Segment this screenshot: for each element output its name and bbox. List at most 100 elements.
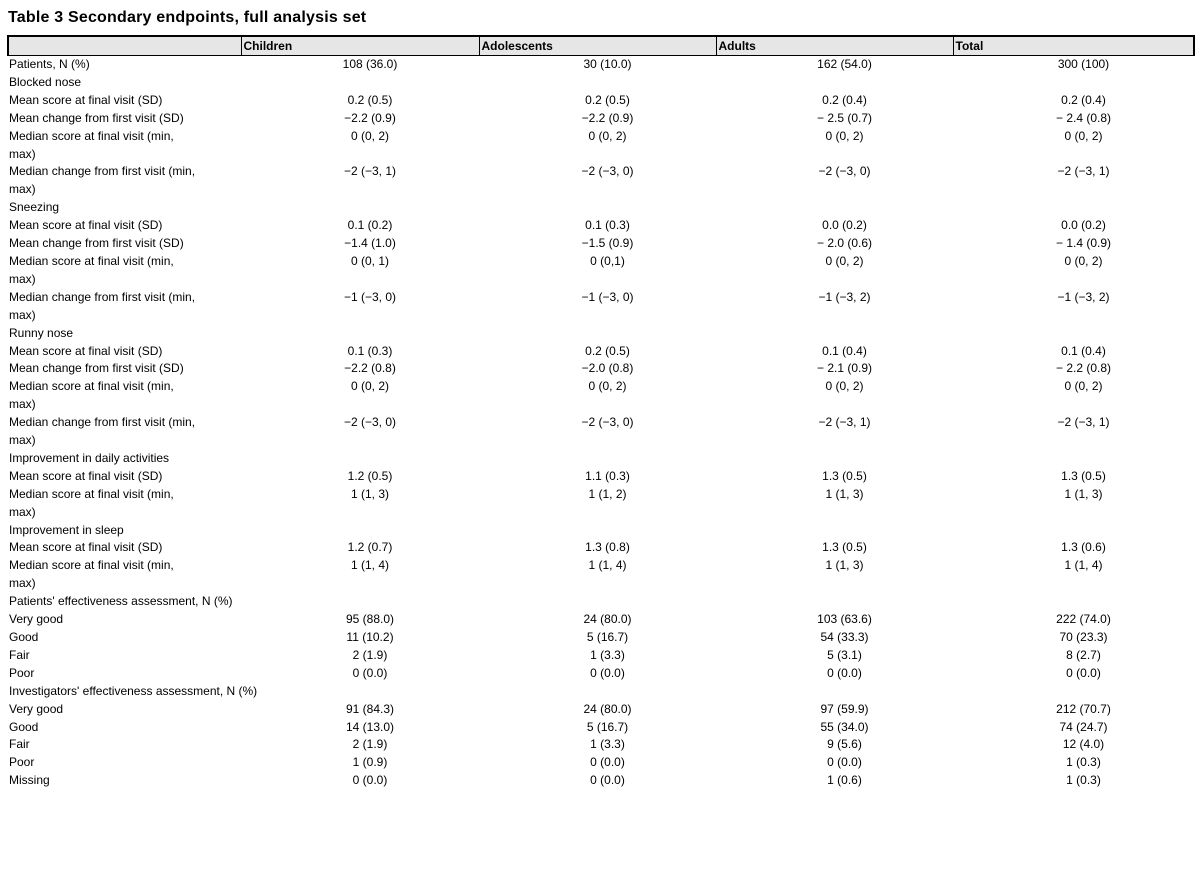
section-label: Improvement in sleep [9, 522, 124, 537]
cell-value: 1 (1, 4) [350, 558, 389, 573]
cell-value: −2 (−3, 1) [818, 415, 871, 430]
table-row: Good 11 (10.2) 5 (16.7) 54 (33.3) 70 (23.3) [8, 629, 1194, 647]
row-label: Mean change from first visit (SD) [9, 110, 184, 125]
row-label: Median score at final visit (min, max) [9, 558, 174, 591]
table-row: Median score at final visit (min, max) 1 … [8, 557, 1194, 593]
cell-value: 0.2 (0.5) [585, 92, 630, 107]
cell-value: 0 (0, 2) [350, 128, 389, 143]
row-label: Fair [9, 647, 30, 662]
cell-value: 0.1 (0.3) [585, 218, 630, 233]
cell-value: 0.2 (0.4) [1061, 92, 1106, 107]
cell-value: 1 (1, 3) [350, 486, 389, 501]
row-label: Median score at final visit (min, max) [9, 128, 174, 161]
row-label: Mean score at final visit (SD) [9, 218, 163, 233]
cell-value: 0 (0, 2) [588, 379, 627, 394]
table-row: Mean score at final visit (SD) 1.2 (0.5) 1… [8, 468, 1194, 486]
cell-value: 30 (10.0) [583, 57, 632, 71]
table-row: Mean change from first visit (SD) −2.2 (0… [8, 360, 1194, 378]
table-row: Mean change from first visit (SD) −1.4 (1… [8, 235, 1194, 253]
table-body: Patients, N (%) 108 (36.0) 30 (10.0) 162 (5… [8, 56, 1194, 791]
row-label: Mean score at final visit (SD) [9, 92, 163, 107]
cell-value: − 2.2 (0.8) [1055, 361, 1112, 376]
cell-value: −2 (−3, 0) [581, 164, 634, 179]
cell-value: 0.2 (0.4) [822, 92, 867, 107]
cell-value: 1 (1, 3) [1064, 486, 1103, 501]
section-label: Improvement in daily activities [9, 450, 170, 465]
cell-value: 1 (0.3) [1066, 773, 1101, 788]
cell-value: −2 (−3, 1) [1057, 164, 1110, 179]
cell-value: − 2.1 (0.9) [816, 361, 873, 376]
cell-value: 1.2 (0.7) [347, 540, 393, 555]
cell-value: −2 (−3, 0) [581, 415, 634, 430]
cell-value: 74 (24.7) [1059, 719, 1108, 734]
cell-value: − 2.4 (0.8) [1055, 110, 1112, 125]
table-header: Children Adolescents Adults Total [7, 35, 1195, 56]
endpoints-table: Children Adolescents Adults Total Patients,… [7, 35, 1195, 790]
cell-value: 0 (0.0) [590, 773, 625, 788]
table-row: Mean change from first visit (SD) −2.2 (0… [8, 110, 1194, 128]
row-label: Fair [9, 737, 30, 752]
cell-value: 0 (0, 2) [1064, 128, 1103, 143]
cell-value: 54 (33.3) [820, 630, 869, 644]
cell-value: 0.0 (0.2) [1061, 218, 1106, 233]
cell-value: 1.1 (0.3) [585, 468, 630, 483]
table-row: Median change from first visit (min, max… [8, 414, 1194, 450]
row-label: Mean score at final visit (SD) [9, 468, 163, 483]
row-label: Patients, N (%) [9, 57, 90, 71]
cell-value: 91 (84.3) [345, 701, 395, 716]
cell-value: 0 (0, 2) [350, 379, 389, 394]
section-row: Improvement in daily activities [8, 450, 1194, 468]
row-label: Good [9, 630, 39, 644]
cell-value: 9 (5.6) [827, 737, 862, 752]
cell-value: 1 (1, 4) [1064, 558, 1103, 573]
cell-value: 0.1 (0.4) [1061, 343, 1106, 358]
section-label: Sneezing [9, 200, 60, 215]
row-label: Poor [9, 755, 35, 770]
cell-value: 0 (0.0) [1066, 665, 1101, 680]
cell-value: 0.1 (0.2) [347, 218, 393, 233]
table-row: Good 14 (13.0) 5 (16.7) 55 (34.0) 74 (24.7) [8, 719, 1194, 737]
table-row: Median change from first visit (min, max… [8, 289, 1194, 325]
row-label: Missing [9, 773, 50, 788]
cell-value: 5 (16.7) [586, 719, 629, 734]
row-label: Very good [9, 701, 64, 716]
cell-value: 1.3 (0.8) [585, 540, 630, 555]
cell-value: 1 (0.6) [827, 773, 862, 788]
table-row: Fair 2 (1.9) 1 (3.3) 9 (5.6) 12 (4.0) [8, 736, 1194, 754]
cell-value: 1 (3.3) [590, 647, 625, 662]
section-label: Runny nose [9, 325, 74, 340]
table-row: Mean score at final visit (SD) 0.2 (0.5) 0… [8, 92, 1194, 110]
cell-value: −2 (−3, 1) [1057, 415, 1110, 430]
section-row: Investigators' effectiveness assessment,… [8, 683, 1194, 701]
cell-value: 0 (0, 1) [350, 253, 389, 268]
table-row: Very good 95 (88.0) 24 (80.0) 103 (63.6) 222… [8, 611, 1194, 629]
cell-value: 1 (1, 2) [588, 486, 627, 501]
cell-value: 2 (1.9) [352, 647, 388, 662]
cell-value: 0.1 (0.4) [822, 343, 867, 358]
cell-value: 0 (0, 2) [825, 253, 864, 268]
cell-value: 0 (0.0) [352, 665, 388, 680]
column-header-adolescents: Adolescents [478, 35, 717, 56]
cell-value: 1.3 (0.5) [822, 540, 867, 555]
cell-value: 108 (36.0) [342, 57, 398, 71]
cell-value: −1 (−3, 2) [818, 289, 871, 304]
cell-value: 24 (80.0) [583, 612, 632, 627]
table-row: Median score at final visit (min, max) 0 … [8, 378, 1194, 414]
cell-value: 0 (0, 2) [825, 128, 864, 143]
row-label: Poor [9, 665, 35, 680]
row-label: Mean score at final visit (SD) [9, 540, 163, 555]
cell-value: −1.4 (1.0) [344, 236, 396, 251]
cell-value: 5 (3.1) [827, 647, 862, 662]
cell-value: 95 (88.0) [345, 612, 395, 627]
table-row: Mean score at final visit (SD) 0.1 (0.3) 0… [8, 343, 1194, 361]
cell-value: 1.3 (0.5) [822, 468, 867, 483]
cell-value: −1 (−3, 2) [1057, 289, 1110, 304]
cell-value: 0 (0.0) [827, 755, 862, 770]
column-header-adults: Adults [715, 35, 954, 56]
row-label: Very good [9, 612, 64, 627]
section-row: Patients' effectiveness assessment, N (%… [8, 593, 1194, 611]
table-row: Median score at final visit (min, max) 0 … [8, 128, 1194, 164]
cell-value: −2 (−3, 0) [818, 164, 871, 179]
cell-value: 162 (54.0) [817, 57, 872, 71]
row-label: Median change from first visit (min, max… [9, 164, 196, 197]
